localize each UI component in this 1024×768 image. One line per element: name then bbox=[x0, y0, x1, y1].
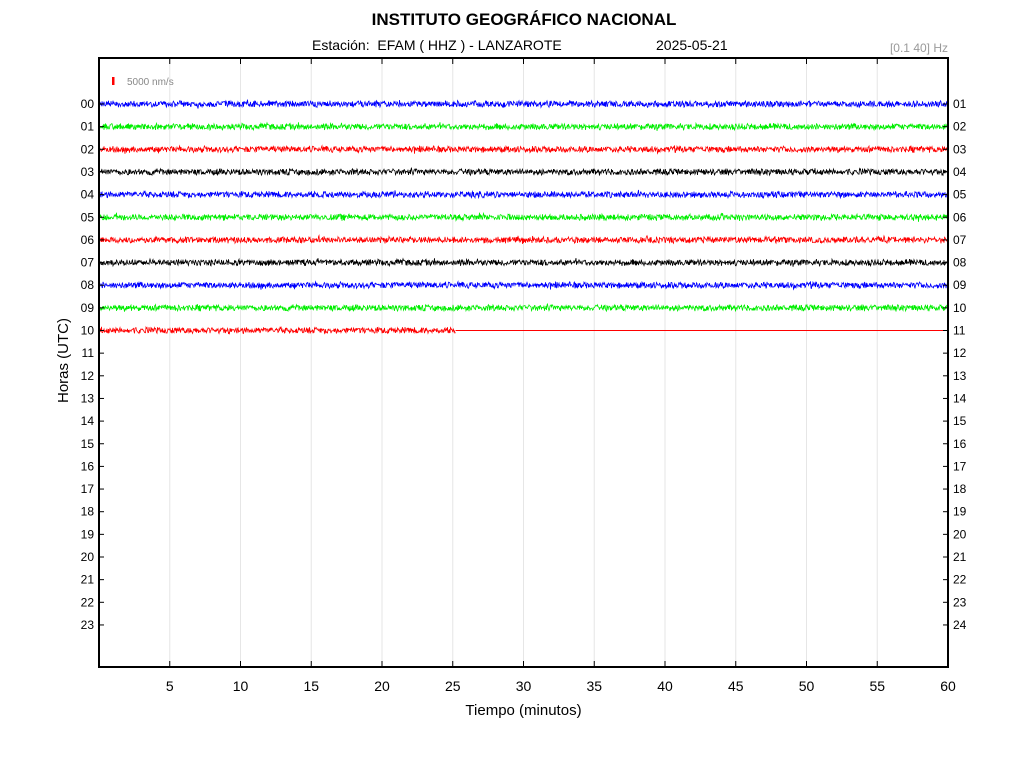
y-tick-label-right: 13 bbox=[953, 369, 967, 383]
x-tick-label: 5 bbox=[166, 678, 174, 694]
y-tick-label-left: 11 bbox=[82, 346, 95, 360]
y-tick-label-right: 07 bbox=[953, 233, 967, 247]
y-tick-label-right: 22 bbox=[953, 573, 967, 587]
y-tick-label-left: 01 bbox=[81, 120, 95, 134]
trace-hour-7 bbox=[98, 257, 949, 268]
x-tick-label: 25 bbox=[445, 678, 461, 694]
x-tick-label: 40 bbox=[657, 678, 673, 694]
y-tick-label-left: 18 bbox=[81, 505, 95, 519]
y-tick-label-right: 02 bbox=[953, 120, 967, 134]
y-tick-label-left: 20 bbox=[81, 550, 95, 564]
y-tick-label-right: 08 bbox=[953, 256, 967, 270]
y-tick-label-right: 21 bbox=[953, 550, 967, 564]
y-tick-label-right: 14 bbox=[953, 391, 967, 405]
y-axis-label: Horas (UTC) bbox=[55, 318, 72, 403]
y-tick-label-left: 22 bbox=[81, 595, 95, 609]
y-tick-label-left: 04 bbox=[81, 188, 95, 202]
y-tick-label-left: 17 bbox=[81, 482, 95, 496]
y-tick-label-right: 15 bbox=[953, 414, 967, 428]
y-tick-label-left: 14 bbox=[81, 414, 95, 428]
x-tick-label: 20 bbox=[374, 678, 390, 694]
trace-hour-6 bbox=[98, 234, 949, 245]
x-tick-label: 10 bbox=[233, 678, 249, 694]
y-tick-label-right: 03 bbox=[953, 142, 967, 156]
trace-hour-3 bbox=[98, 167, 949, 177]
y-tick-label-left: 12 bbox=[81, 369, 95, 383]
trace-hour-8 bbox=[98, 280, 949, 291]
y-tick-label-left: 10 bbox=[81, 324, 95, 338]
x-tick-label: 45 bbox=[728, 678, 744, 694]
y-tick-label-right: 19 bbox=[953, 505, 967, 519]
y-tick-label-right: 23 bbox=[953, 595, 967, 609]
y-tick-label-right: 09 bbox=[953, 278, 967, 292]
y-tick-label-right: 20 bbox=[953, 527, 967, 541]
y-tick-label-right: 24 bbox=[953, 618, 967, 632]
y-tick-label-left: 05 bbox=[81, 210, 95, 224]
trace-hour-0 bbox=[98, 99, 949, 109]
x-tick-label: 50 bbox=[799, 678, 815, 694]
y-tick-label-left: 06 bbox=[81, 233, 95, 247]
x-tick-label: 30 bbox=[516, 678, 532, 694]
y-tick-label-right: 12 bbox=[953, 346, 967, 360]
y-tick-label-right: 05 bbox=[953, 188, 967, 202]
y-tick-label-left: 15 bbox=[81, 437, 95, 451]
y-tick-label-left: 19 bbox=[81, 527, 95, 541]
x-tick-label: 35 bbox=[586, 678, 602, 694]
traces bbox=[98, 99, 949, 335]
x-axis-label: Tiempo (minutos) bbox=[465, 702, 581, 719]
y-tick-label-left: 00 bbox=[81, 97, 95, 111]
trace-hour-10 bbox=[98, 325, 456, 335]
y-tick-label-left: 16 bbox=[81, 459, 95, 473]
x-tick-label: 15 bbox=[303, 678, 319, 694]
chart-title: INSTITUTO GEOGRÁFICO NACIONAL bbox=[371, 10, 677, 29]
y-tick-label-right: 16 bbox=[953, 437, 967, 451]
x-tick-label: 55 bbox=[869, 678, 885, 694]
y-tick-label-right: 10 bbox=[953, 301, 967, 315]
date-label: 2025-05-21 bbox=[656, 37, 728, 53]
y-tick-label-left: 07 bbox=[81, 256, 95, 270]
filter-label: [0.1 40] Hz bbox=[889, 41, 948, 55]
y-tick-label-left: 02 bbox=[81, 142, 95, 156]
scale-label: 5000 nm/s bbox=[127, 77, 174, 88]
y-tick-label-right: 17 bbox=[953, 459, 967, 473]
scale-bar-icon bbox=[112, 77, 115, 85]
y-tick-label-left: 09 bbox=[81, 301, 95, 315]
y-tick-label-left: 08 bbox=[81, 278, 95, 292]
trace-hour-4 bbox=[98, 189, 949, 200]
y-tick-label-left: 13 bbox=[81, 391, 95, 405]
trace-hour-2 bbox=[98, 144, 949, 155]
trace-hour-5 bbox=[98, 211, 949, 222]
x-tick-label: 60 bbox=[940, 678, 956, 694]
y-tick-label-right: 04 bbox=[953, 165, 967, 179]
y-tick-label-right: 01 bbox=[953, 97, 967, 111]
trace-hour-9 bbox=[98, 302, 949, 313]
y-tick-label-right: 11 bbox=[953, 324, 966, 338]
y-tick-label-right: 06 bbox=[953, 210, 967, 224]
station-label: Estación: EFAM ( HHZ ) - LANZAROTE bbox=[312, 37, 562, 53]
trace-hour-1 bbox=[98, 121, 949, 132]
y-tick-label-right: 18 bbox=[953, 482, 967, 496]
y-tick-label-left: 21 bbox=[81, 573, 95, 587]
y-tick-label-left: 23 bbox=[81, 618, 95, 632]
y-tick-label-left: 03 bbox=[81, 165, 95, 179]
